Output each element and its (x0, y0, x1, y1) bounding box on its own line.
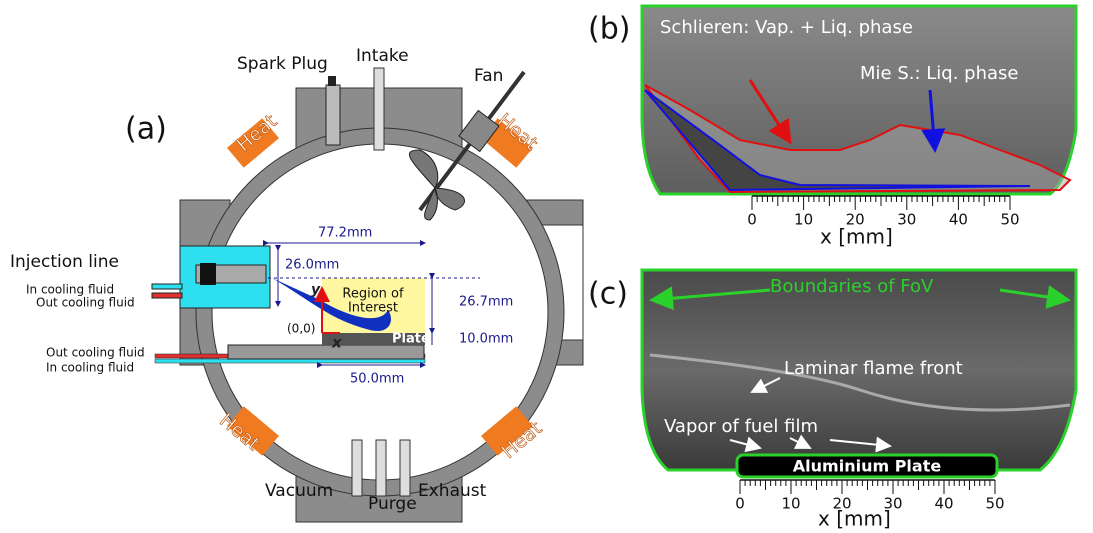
fan-blades (408, 149, 465, 221)
dimension-label: 10.0mm (459, 332, 513, 347)
tick-label: 20 (846, 211, 865, 229)
vapor-arrow (789, 434, 812, 449)
dimension-label: 26.7mm (459, 295, 513, 310)
x-axis: 0 10 20 30 40 50 (747, 195, 1020, 229)
panel-c: Boundaries of FoV Laminar flame front Va… (588, 268, 1078, 531)
spark-plug-tip (328, 76, 336, 86)
panel-label: (c) (588, 277, 628, 312)
exhaust-label: Exhaust (418, 481, 487, 501)
heater (481, 406, 533, 456)
panel-b: Schlieren: Vap. + Liq. phase Mie S.: Liq… (588, 4, 1078, 249)
tick-label: 0 (735, 495, 745, 513)
heater (227, 406, 279, 456)
fov-arrow (999, 285, 1071, 309)
tick-label: 0 (747, 211, 757, 229)
panel-label: (a) (125, 112, 167, 147)
flame-label: Laminar flame front (784, 358, 963, 379)
x-label: x (331, 334, 343, 352)
cooling-label: In cooling fluid (46, 361, 134, 375)
injection-line-label: Injection line (10, 252, 119, 272)
intake-pipe (373, 67, 385, 151)
fov-arrow (649, 286, 771, 311)
roi-label: Region of (342, 287, 404, 302)
spark-plug-label: Spark Plug (237, 54, 328, 74)
dimension-label: 50.0mm (350, 372, 404, 387)
spray (272, 278, 391, 331)
cooling-line (154, 358, 426, 364)
mie-boundary (644, 89, 1031, 192)
plate (322, 333, 425, 345)
purge-label: Purge (368, 494, 417, 514)
flame-arrow (750, 377, 781, 393)
purge-pipe (375, 439, 387, 497)
heater (227, 118, 279, 168)
dimension-label: 77.2mm (318, 226, 372, 241)
schlieren-arrow (748, 79, 792, 145)
tick-label: 10 (781, 495, 800, 513)
injector-head (200, 263, 216, 285)
tick-label: 30 (883, 495, 902, 513)
exhaust-pipe (399, 439, 411, 497)
vacuum-label: Vacuum (265, 481, 333, 501)
panel-label: (b) (588, 12, 630, 47)
plate-label: Aluminium Plate (793, 457, 942, 476)
x-axis: 0 10 20 30 40 50 (735, 479, 1005, 513)
origin-label: (0,0) (287, 322, 315, 336)
tick-label: 30 (897, 211, 916, 229)
roi-label: Interest (348, 301, 398, 316)
aluminium-plate (735, 453, 999, 479)
tick-label: 40 (949, 211, 968, 229)
vapor-arrow (729, 436, 762, 453)
cooling-out (151, 292, 183, 299)
cooling-label: Out cooling fluid (36, 296, 135, 310)
cooling-label: In cooling fluid (26, 283, 114, 297)
panel-a: Heat Heat Heat Heat Spark Plug Intake Fa… (10, 46, 584, 523)
intake-label: Intake (356, 46, 409, 66)
x-axis-title: x [mm] (818, 507, 891, 531)
x-axis-title: x [mm] (820, 225, 893, 249)
dimension-label: 26.0mm (285, 258, 339, 273)
spark-plug (325, 84, 341, 146)
fov-label: Boundaries of FoV (770, 276, 934, 297)
schlieren-label: Schlieren: Vap. + Liq. phase (660, 17, 913, 38)
tick-label: 10 (794, 211, 813, 229)
cooling-in (151, 283, 183, 290)
y-label: y (311, 282, 321, 298)
cooling-label: Out cooling fluid (46, 346, 145, 360)
vapor-label: Vapor of fuel film (664, 416, 818, 437)
tick-label: 20 (832, 495, 851, 513)
tick-label: 40 (934, 495, 953, 513)
mie-label: Mie S.: Liq. phase (860, 63, 1018, 84)
mie-arrow (921, 89, 946, 153)
schlieren-image (640, 268, 1078, 472)
plate-base (227, 344, 425, 360)
fan-motor (458, 109, 500, 153)
tick-label: 50 (985, 495, 1004, 513)
tick-label: 50 (1000, 211, 1019, 229)
vacuum-pipe (351, 439, 363, 497)
plate-label: Plate (392, 332, 430, 347)
fan-label: Fan (474, 66, 503, 86)
flame-front (649, 353, 1071, 412)
vapor-arrow (829, 436, 892, 453)
